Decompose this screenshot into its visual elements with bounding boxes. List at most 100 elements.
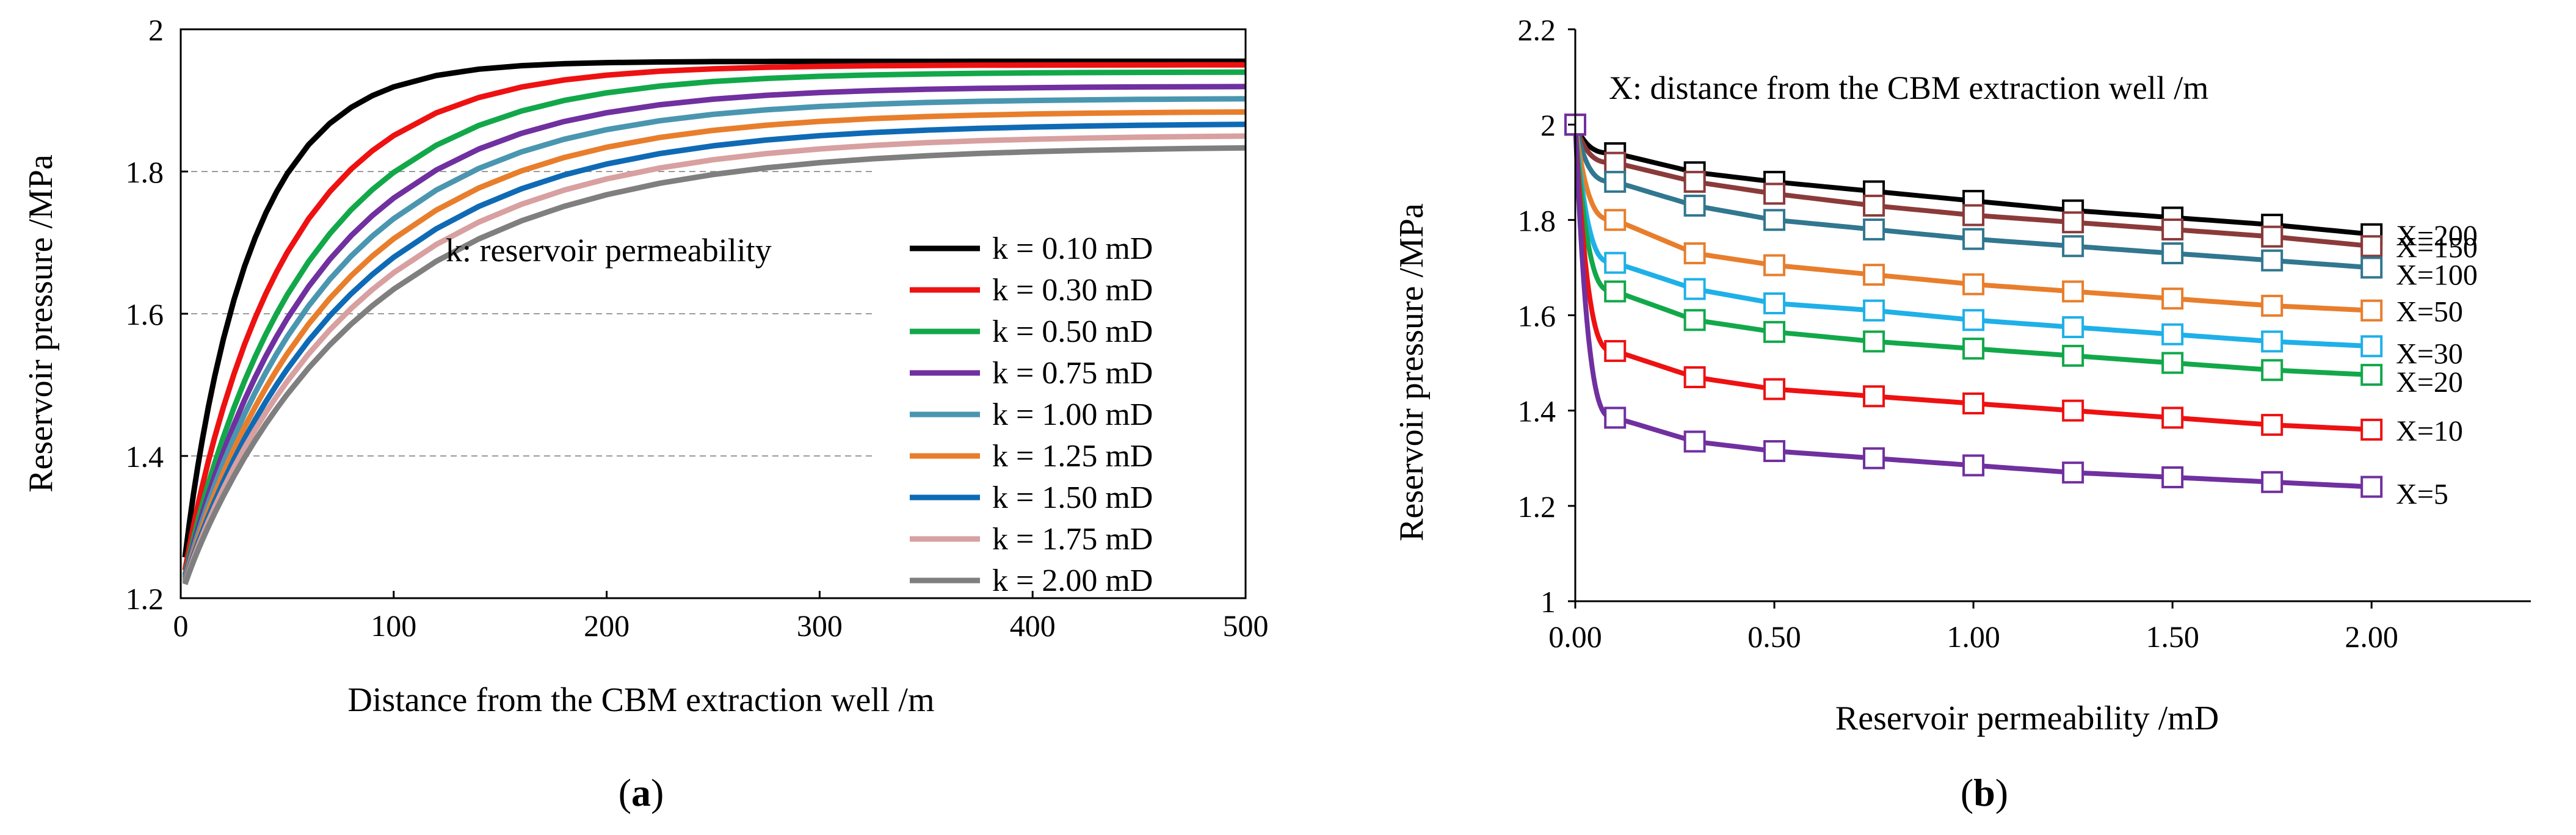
panel-b-series-label-x-5: X=5 <box>2396 479 2448 511</box>
panel-b-marker-x-150 <box>2161 218 2184 240</box>
panel-b-marker-x-100 <box>2261 249 2284 272</box>
panel-a-legend: k = 0.10 mD k = 0.30 mD k = 0.50 mD k = 0.7… <box>910 231 1153 598</box>
panel-b-series-line-x-50 <box>1573 124 2372 313</box>
panel-b-series-label-x-20: X=20 <box>2396 366 2463 399</box>
panel-b-y-tick-label: 1 <box>1540 585 1556 619</box>
panel-b-series-label-x-200: X=200 <box>2396 220 2478 252</box>
panel-b-marker-x-150 <box>2062 211 2084 234</box>
panel-a-caption-open: ( <box>619 771 631 814</box>
panel-b-marker-x-100 <box>1604 170 1627 193</box>
panel-a-x-tick-label: 300 <box>797 609 843 643</box>
panel-a-gridlines <box>181 171 873 457</box>
panel-b-marker-x-150 <box>1863 194 1885 217</box>
panel-b-marker-x-50 <box>1962 273 1985 295</box>
panel-b-marker-x-30 <box>2360 335 2383 358</box>
panel-b-x-tick-label: 1.00 <box>1947 620 2000 654</box>
panel-b-marker-x-50 <box>1683 242 1706 264</box>
panel-b-marker-x-20 <box>1863 330 1885 353</box>
panel-b-x-tick-label: 1.50 <box>2146 620 2199 654</box>
panel-a-x-tick-label: 400 <box>1010 609 1056 643</box>
panel-a-x-tick-label: 0 <box>173 609 189 643</box>
panel-a-y-tick-label: 2 <box>148 13 164 47</box>
panel-b-marker-x-100 <box>1763 209 1786 231</box>
panel-b-marker-x-100 <box>1863 218 1885 240</box>
panel-b-series-label-x-100: X=100 <box>2396 259 2478 291</box>
panel-b-marker-x-150 <box>1763 183 1786 205</box>
panel-b-series-line-x-10 <box>1573 124 2372 432</box>
panel-a-legend-label: k = 1.75 mD <box>992 522 1153 557</box>
panel-b-y-tick-label: 1.6 <box>1518 299 1556 333</box>
panel-a-x-tick-label: 500 <box>1223 609 1269 643</box>
panel-b-marker-x-5 <box>2360 475 2383 498</box>
panel-b-marker-x-150 <box>1604 151 1627 174</box>
panel-b-marker-x-5 <box>1683 430 1706 453</box>
panel-a-y-axis-title: Reservoir pressure /MPa <box>22 154 60 493</box>
panel-a-x-tick-label: 200 <box>584 609 629 643</box>
panel-a-caption: (a) <box>619 771 664 814</box>
panel-b-marker-x-10 <box>1863 385 1885 408</box>
panel-a-series-line-k-0-50-md <box>182 69 1246 576</box>
panel-b-y-tick-label: 2 <box>1540 108 1556 142</box>
panel-b-caption: (b) <box>1961 771 2008 814</box>
panel-a-y-tick-label: 1.4 <box>126 439 164 474</box>
panel-b-marker-x-5 <box>1863 447 1885 469</box>
panel-a-legend-label: k = 2.00 mD <box>992 563 1153 598</box>
panel-b-marker-x-20 <box>1683 309 1706 331</box>
panel-a-legend-label: k = 0.50 mD <box>992 314 1153 349</box>
panel-a-y-tick-label: 1.6 <box>126 297 164 331</box>
panel-b-marker-x-20 <box>2062 344 2084 367</box>
panel-b-plot-frame <box>1574 29 2531 602</box>
panel-b-y-tick-label: 1.2 <box>1518 490 1556 524</box>
panel-b-marker-x-5 <box>2161 466 2184 488</box>
panel-b-marker-x-5 <box>1604 407 1627 429</box>
panel-b-marker-x-10 <box>2062 399 2084 422</box>
panel-b-caption-letter: b <box>1973 771 1995 814</box>
panel-a-chart: 0 100 200 300 400 500 1.2 1.4 1.6 1.8 2 Distance f… <box>22 13 1269 814</box>
panel-a-x-axis-title: Distance from the CBM extraction well /m <box>347 681 934 719</box>
panel-b-marker-x-50 <box>1604 209 1627 231</box>
panel-b-marker-x-30 <box>1962 309 1985 331</box>
panel-b-marker-x-5 <box>2062 461 2084 484</box>
panel-b-y-tick-label: 2.2 <box>1518 13 1556 47</box>
panel-a-legend-label: k = 0.75 mD <box>992 356 1153 391</box>
panel-b-marker-x-30 <box>1604 251 1627 274</box>
panel-b-marker-x-20 <box>1604 280 1627 303</box>
panel-a-series-lines <box>182 58 1246 585</box>
panel-b-marker-x-150 <box>1962 204 1985 226</box>
panel-a-legend-label: k = 1.50 mD <box>992 480 1153 515</box>
panel-b-marker-x-5 <box>1763 440 1786 463</box>
panel-b-marker-x-20 <box>1962 338 1985 360</box>
panel-b-series-line-x-200 <box>1573 123 2372 237</box>
panel-b-marker-x-10 <box>1763 378 1786 400</box>
panel-b-x-tick-label: 2.00 <box>2345 620 2398 654</box>
panel-b-series-label-x-150: X=150 <box>2396 231 2478 264</box>
panel-b-marker-x-30 <box>1763 292 1786 314</box>
panel-b-x-tick-label: 0.00 <box>1548 620 1602 654</box>
panel-b-chart: 0.00 0.50 1.00 1.50 2.00 1 1.2 1.4 1.6 1.8 2 2.2 X=… <box>1393 13 2531 814</box>
panel-b-marker-x-10 <box>1683 366 1706 389</box>
panel-b-marker-x-30 <box>2261 330 2284 353</box>
panel-b-series-line-x-30 <box>1573 124 2372 349</box>
panel-b-x-tick-label: 0.50 <box>1747 620 1801 654</box>
panel-a-legend-label: k = 0.10 mD <box>992 231 1153 266</box>
panel-a-caption-letter: a <box>631 771 651 814</box>
panel-b-marker-x-50 <box>1763 254 1786 277</box>
panel-b-caption-open: ( <box>1961 771 1973 814</box>
panel-b-series-line-x-20 <box>1573 124 2372 378</box>
panel-b-marker-x-50 <box>2261 294 2284 317</box>
panel-a-series-line-k-1-25-md <box>182 109 1246 582</box>
panel-a-series-line-k-0-10-md <box>182 58 1246 558</box>
panel-a-series-line-k-2-00-md <box>182 145 1246 585</box>
panel-b-marker-x-50 <box>2161 287 2184 310</box>
panel-b-x-axis-title: Reservoir permeability /mD <box>1835 699 2219 737</box>
panel-a-caption-close: ) <box>651 771 664 814</box>
panel-b-marker-x-100 <box>2062 235 2084 258</box>
panel-b-annotation: X: distance from the CBM extraction well… <box>1609 70 2208 106</box>
panel-a-legend-label: k = 1.25 mD <box>992 439 1153 474</box>
panel-b-series-label-x-30: X=30 <box>2396 338 2463 370</box>
panel-b-marker-x-30 <box>1863 299 1885 322</box>
panel-b-marker-x-10 <box>1604 340 1627 363</box>
panel-b-marker-x-150 <box>1683 170 1706 193</box>
